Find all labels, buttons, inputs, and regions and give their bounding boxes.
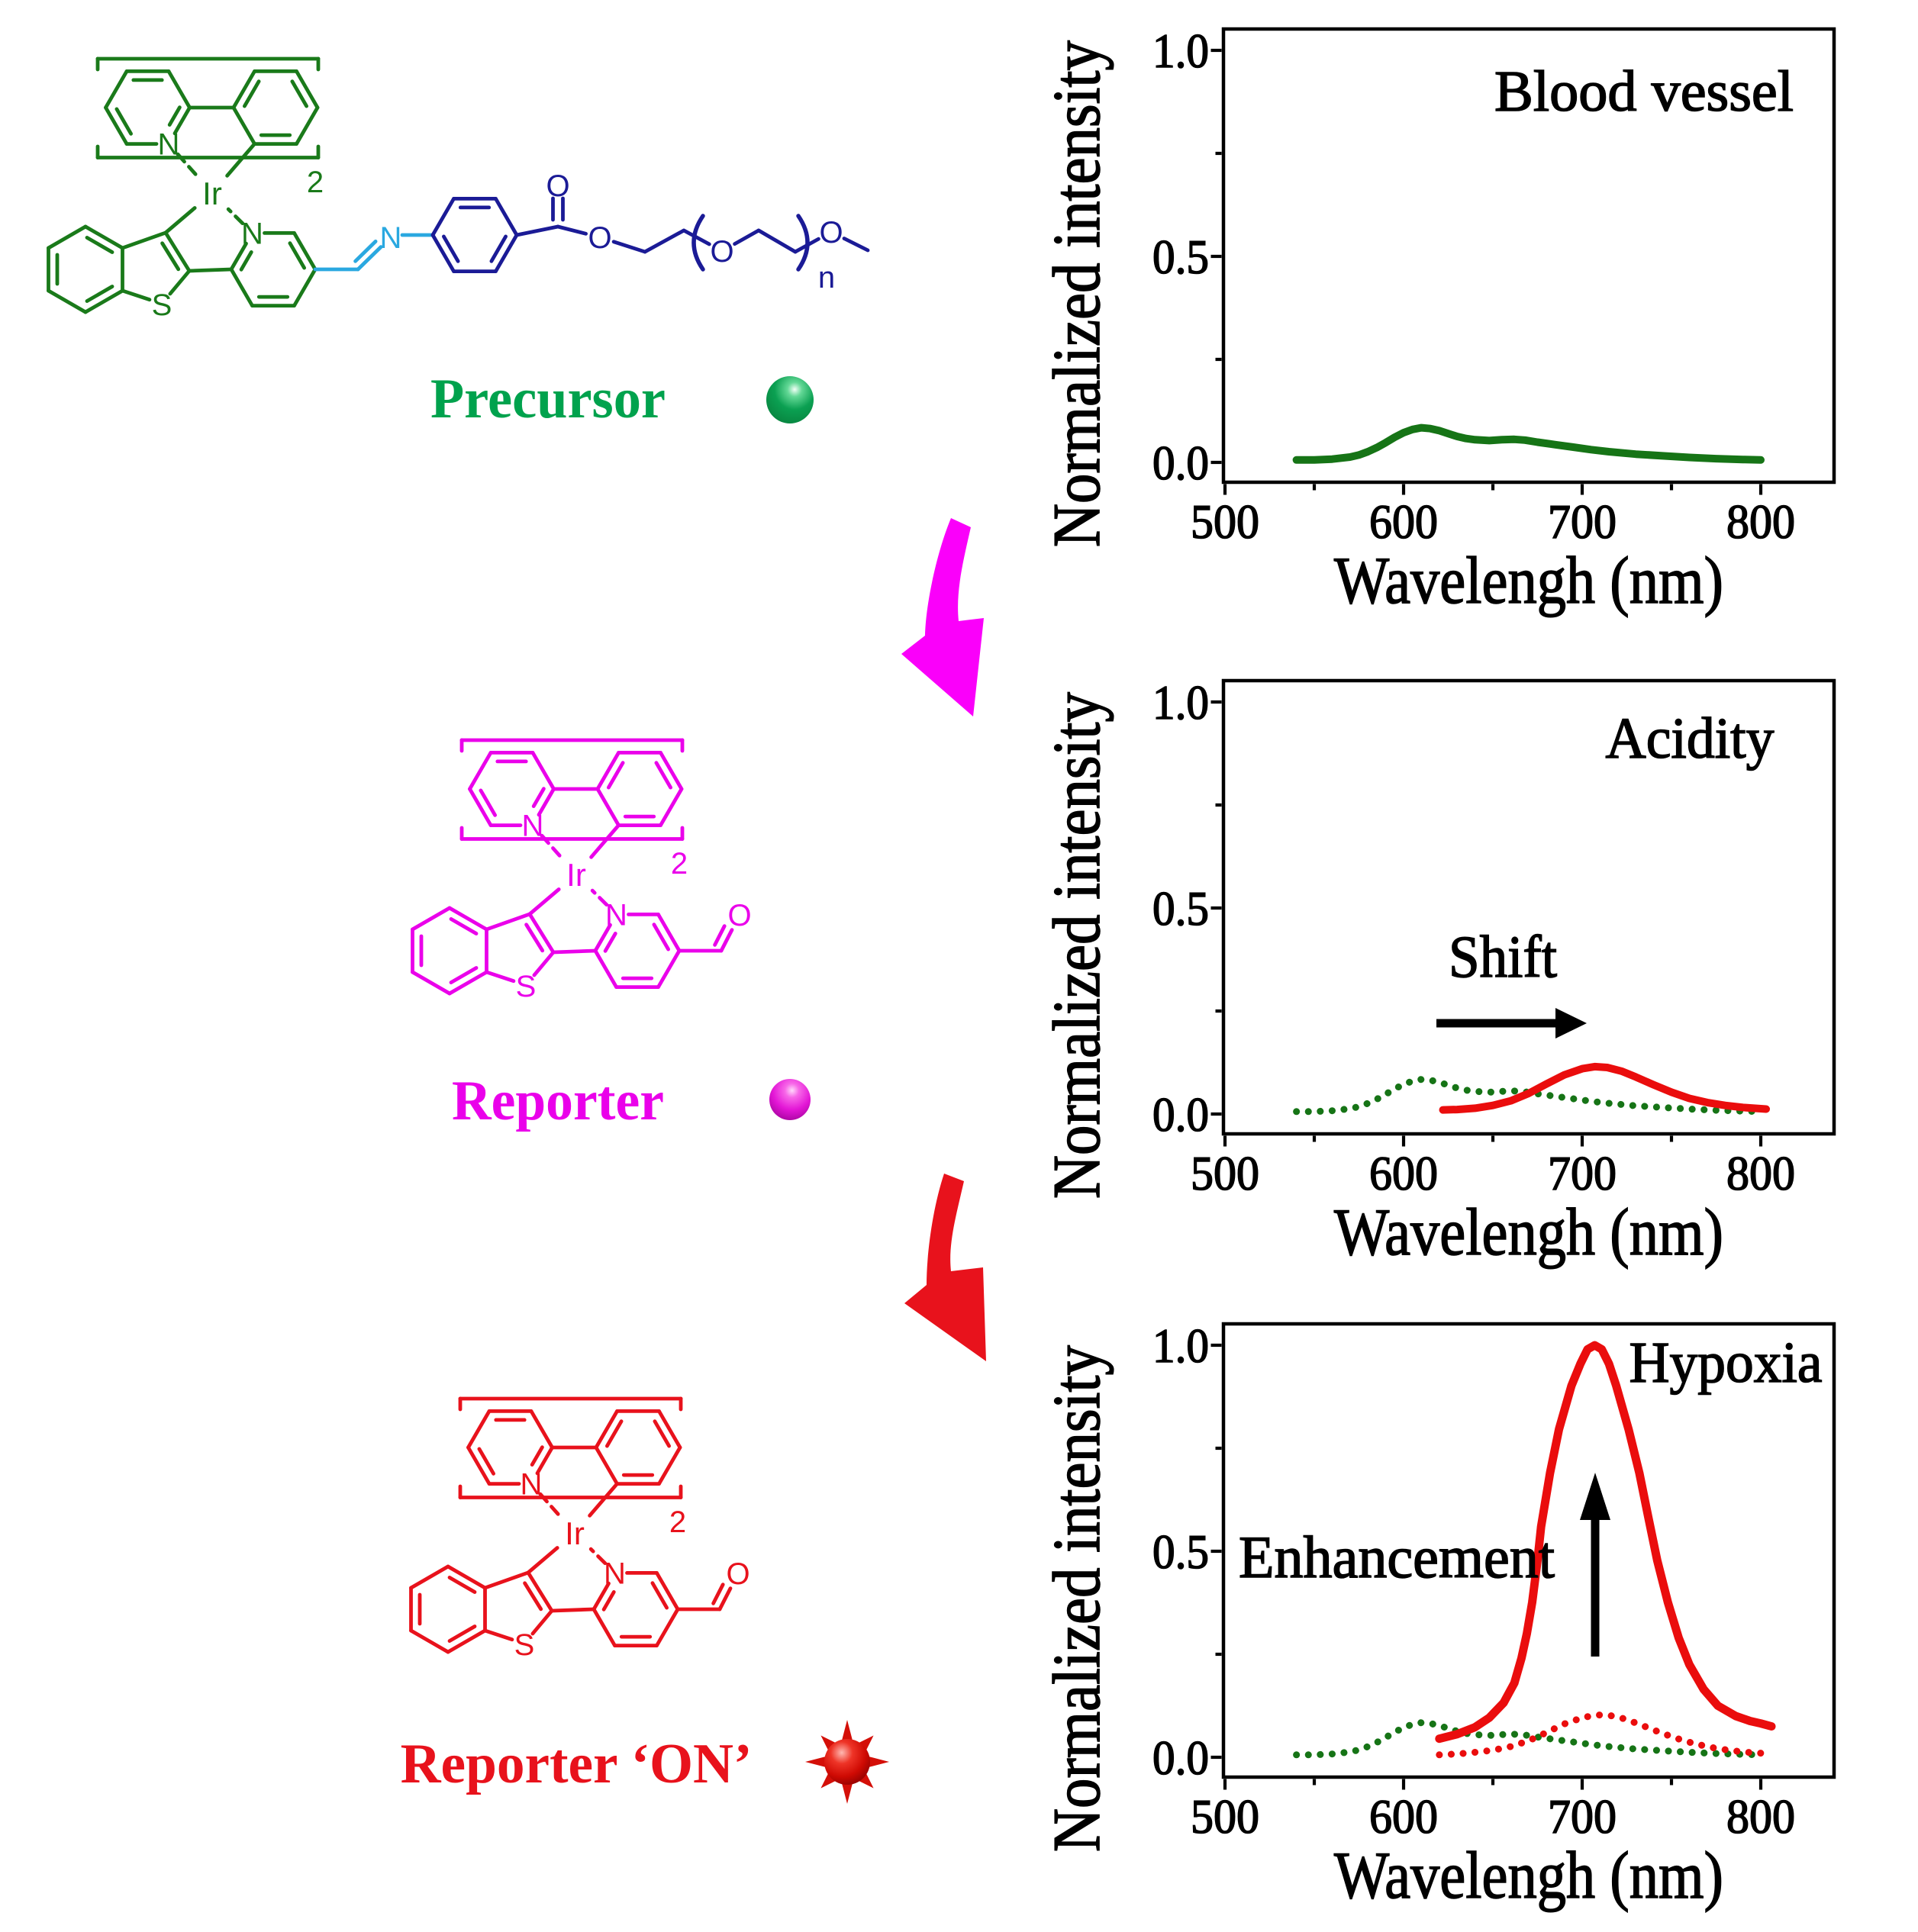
svg-text:O: O: [710, 235, 733, 269]
svg-text:0.0: 0.0: [1152, 1731, 1209, 1785]
svg-text:0.5: 0.5: [1152, 1525, 1209, 1579]
svg-text:700: 700: [1548, 1147, 1617, 1200]
svg-text:500: 500: [1191, 495, 1259, 549]
svg-text:Hypoxia: Hypoxia: [1629, 1331, 1823, 1395]
svg-text:500: 500: [1191, 1790, 1259, 1843]
svg-text:O: O: [727, 899, 751, 932]
svg-text:Blood vessel: Blood vessel: [1494, 60, 1794, 124]
svg-text:1.0: 1.0: [1152, 24, 1209, 79]
svg-text:Shift: Shift: [1449, 925, 1557, 990]
svg-text:N: N: [604, 1557, 626, 1590]
svg-text:Wavelengh (nm): Wavelengh (nm): [1334, 1195, 1723, 1269]
svg-text:N: N: [158, 128, 180, 162]
svg-text:N: N: [380, 221, 402, 255]
svg-text:Ir: Ir: [565, 1515, 585, 1551]
svg-text:S: S: [516, 970, 537, 1003]
svg-text:700: 700: [1548, 1790, 1617, 1843]
svg-text:0.0: 0.0: [1152, 436, 1209, 491]
svg-text:0.0: 0.0: [1152, 1088, 1209, 1142]
svg-text:500: 500: [1191, 1147, 1259, 1200]
svg-text:Normalized intensity: Normalized intensity: [1040, 40, 1114, 547]
svg-text:Ir: Ir: [566, 857, 586, 893]
svg-text:Wavelengh (nm): Wavelengh (nm): [1334, 543, 1723, 617]
svg-text:Ir: Ir: [202, 175, 222, 211]
svg-text:O: O: [546, 169, 569, 203]
svg-text:800: 800: [1726, 1790, 1795, 1843]
svg-text:O: O: [588, 221, 611, 255]
svg-text:800: 800: [1726, 495, 1795, 549]
svg-text:0.5: 0.5: [1152, 230, 1209, 285]
svg-text:O: O: [726, 1557, 749, 1591]
svg-text:Reporter ‘ON’: Reporter ‘ON’: [401, 1732, 753, 1795]
svg-text:Normalized intensity: Normalized intensity: [1040, 1345, 1114, 1852]
svg-text:800: 800: [1726, 1147, 1795, 1200]
svg-text:Reporter: Reporter: [452, 1069, 664, 1132]
svg-text:0.5: 0.5: [1152, 882, 1209, 936]
svg-text:Acidity: Acidity: [1606, 707, 1775, 771]
svg-text:1.0: 1.0: [1152, 676, 1209, 730]
svg-text:S: S: [514, 1628, 535, 1662]
svg-text:N: N: [605, 898, 627, 932]
svg-text:Normalized intensity: Normalized intensity: [1040, 692, 1114, 1199]
svg-text:Precursor: Precursor: [430, 367, 666, 430]
svg-text:600: 600: [1369, 1790, 1438, 1843]
svg-text:Enhancement: Enhancement: [1239, 1524, 1555, 1590]
svg-text:600: 600: [1369, 495, 1438, 549]
svg-text:1.0: 1.0: [1152, 1319, 1209, 1373]
svg-text:2: 2: [307, 166, 324, 199]
svg-text:2: 2: [671, 847, 688, 881]
svg-text:2: 2: [669, 1505, 686, 1539]
svg-text:600: 600: [1369, 1147, 1438, 1200]
svg-text:n: n: [818, 261, 835, 295]
svg-text:N: N: [521, 1468, 543, 1502]
svg-text:S: S: [152, 288, 172, 322]
svg-text:N: N: [522, 810, 544, 843]
svg-text:O: O: [819, 216, 843, 250]
svg-text:700: 700: [1548, 495, 1617, 549]
svg-text:N: N: [241, 217, 263, 250]
svg-text:Wavelengh (nm): Wavelengh (nm): [1334, 1838, 1723, 1912]
